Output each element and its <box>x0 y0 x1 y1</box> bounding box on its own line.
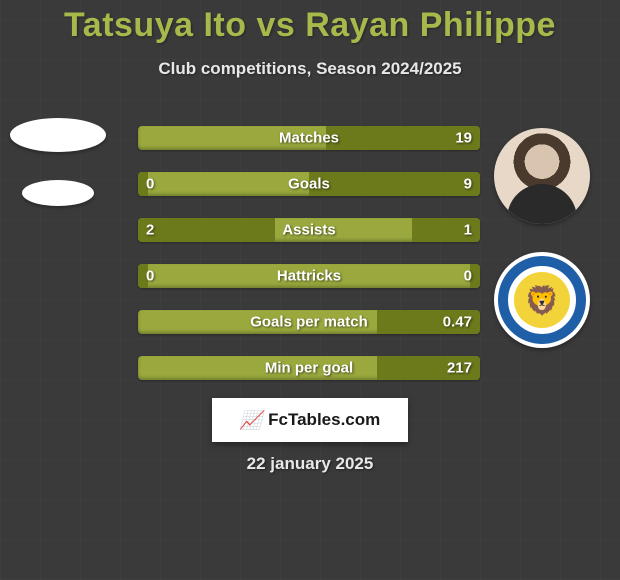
stat-label: Assists <box>282 222 335 239</box>
stat-value-right: 1 <box>464 222 472 239</box>
stat-label: Goals <box>288 176 330 193</box>
subtitle: Club competitions, Season 2024/2025 <box>0 59 620 79</box>
stat-value-left: 0 <box>146 268 154 285</box>
stat-value-left: 0 <box>146 176 154 193</box>
player-left-column <box>8 118 108 206</box>
stat-value-left: 2 <box>146 222 154 239</box>
player-left-badge-placeholder <box>22 180 94 206</box>
stat-row-assists: 2 Assists 1 <box>138 218 480 242</box>
stat-label: Min per goal <box>265 360 353 377</box>
stat-value-right: 19 <box>455 130 472 147</box>
player-right-club-badge: 🦁 <box>494 252 590 348</box>
chart-icon: 📈 <box>240 410 262 431</box>
stat-row-goals: 0 Goals 9 <box>138 172 480 196</box>
stat-value-right: 0 <box>464 268 472 285</box>
stat-label: Hattricks <box>277 268 341 285</box>
stat-value-right: 0.47 <box>443 314 472 331</box>
page-title: Tatsuya Ito vs Rayan Philippe <box>0 0 620 45</box>
stat-fill-right <box>309 172 480 196</box>
stat-value-right: 217 <box>447 360 472 377</box>
stat-label: Goals per match <box>250 314 368 331</box>
stat-row-goals-per-match: Goals per match 0.47 <box>138 310 480 334</box>
stat-fill-left <box>138 218 275 242</box>
stat-row-matches: Matches 19 <box>138 126 480 150</box>
brand-text: FcTables.com <box>268 410 380 430</box>
date-label: 22 january 2025 <box>247 454 374 474</box>
stats-bars: Matches 19 0 Goals 9 2 Assists 1 0 Hattr… <box>138 126 480 380</box>
player-right-photo <box>494 128 590 224</box>
stat-row-min-per-goal: Min per goal 217 <box>138 356 480 380</box>
stat-value-right: 9 <box>464 176 472 193</box>
brand-box: 📈 FcTables.com <box>212 398 408 442</box>
stat-label: Matches <box>279 130 339 147</box>
player-left-photo-placeholder <box>10 118 106 152</box>
stat-row-hattricks: 0 Hattricks 0 <box>138 264 480 288</box>
player-right-column: 🦁 <box>492 128 592 348</box>
